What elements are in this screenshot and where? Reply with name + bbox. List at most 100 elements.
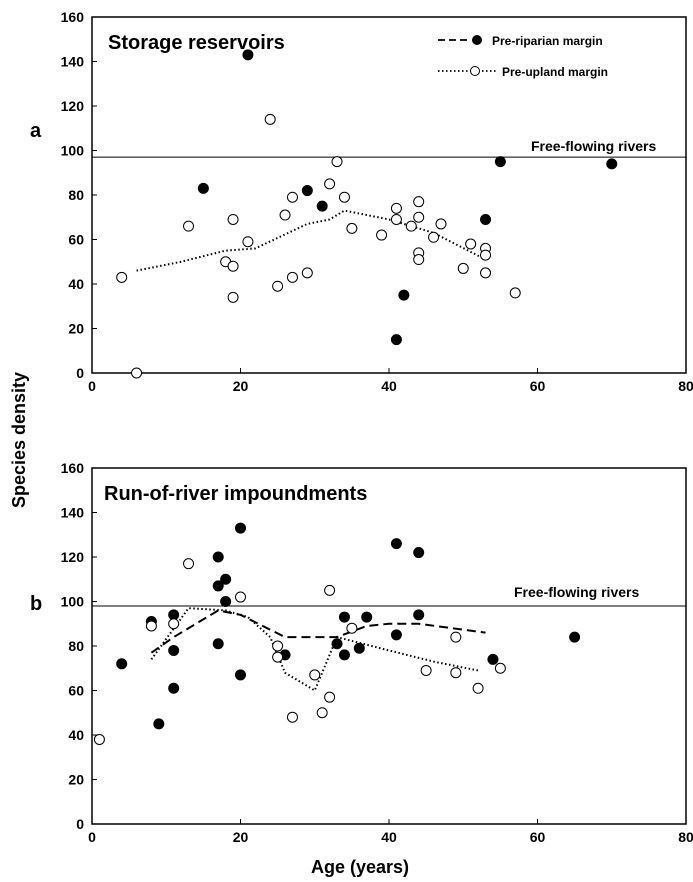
y-tick-label: 0 <box>76 816 84 832</box>
upland-point <box>450 667 462 679</box>
x-tick-label: 60 <box>530 829 546 845</box>
y-tick-label: 40 <box>68 276 84 292</box>
x-tick-label: 80 <box>678 378 693 394</box>
riparian-point <box>390 629 402 641</box>
upland-point <box>316 707 328 719</box>
upland-point <box>227 213 239 225</box>
upland-point <box>346 622 358 634</box>
upland-point <box>331 156 343 168</box>
riparian-point <box>153 718 165 730</box>
upland-point <box>494 662 506 674</box>
upland-point <box>93 733 105 745</box>
upland-point <box>413 196 425 208</box>
trend-lines-a <box>136 209 486 272</box>
upland-point <box>509 287 521 299</box>
x-tick-labels-b: 0 20 40 60 80 <box>88 819 693 845</box>
riparian-point <box>390 538 402 550</box>
legend-marker-riparian <box>472 35 482 45</box>
y-tick-label: 20 <box>68 321 84 337</box>
upland-point <box>457 262 469 274</box>
upland-point <box>465 238 477 250</box>
y-tick-label: 120 <box>61 98 85 114</box>
riparian-point <box>235 522 246 534</box>
upland-point <box>286 271 298 283</box>
riparian-point <box>316 200 328 212</box>
upland-point <box>450 631 462 643</box>
upland-point <box>272 640 284 652</box>
x-tick-label: 60 <box>530 378 546 394</box>
plot-frame-b <box>91 467 687 825</box>
riparian-point <box>168 644 180 656</box>
y-tick-label: 120 <box>61 549 85 565</box>
upland-point <box>131 367 143 379</box>
upland-point <box>338 191 350 203</box>
panel-label-a: a <box>30 120 42 142</box>
riparian-point <box>606 158 618 170</box>
x-tick-label: 40 <box>381 378 397 394</box>
y-axis-label: Species density <box>9 372 29 508</box>
riparian-point <box>398 289 410 301</box>
upland-point <box>227 260 239 272</box>
riparian-point <box>212 638 224 650</box>
data-points-a <box>116 49 618 379</box>
riparian-point <box>413 609 425 621</box>
upland-point <box>286 191 298 203</box>
x-tick-label: 80 <box>678 829 693 845</box>
riparian-point <box>353 642 365 654</box>
panel-label-b: b <box>30 593 42 615</box>
y-tick-label: 20 <box>68 772 84 788</box>
panel-title-a: Storage reservoirs <box>108 32 285 54</box>
panel-title-b: Run-of-river impoundments <box>104 483 367 505</box>
x-axis-label: Age (years) <box>311 857 409 877</box>
legend-label-riparian: Pre-riparian margin <box>492 34 603 48</box>
panel-a: a Storage reservoirs Free-flowing rivers… <box>30 9 693 394</box>
upland-point <box>324 178 336 190</box>
y-tick-label: 140 <box>61 505 85 521</box>
riparian-point <box>338 649 350 661</box>
upland-point <box>346 222 358 234</box>
legend-marker-upland <box>470 66 480 76</box>
riparian-point <box>235 669 246 681</box>
upland-point <box>235 591 246 603</box>
upland-point <box>390 202 402 214</box>
upland-point <box>376 229 388 241</box>
riparian-trend-line <box>150 609 486 654</box>
upland-point <box>183 220 195 232</box>
riparian-point <box>168 682 180 694</box>
upland-point <box>309 669 321 681</box>
y-tick-label: 100 <box>61 594 85 610</box>
y-tick-label: 80 <box>68 638 84 654</box>
upland-point <box>428 231 440 243</box>
x-tick-label: 40 <box>381 829 397 845</box>
x-tick-label: 0 <box>88 829 96 845</box>
riparian-point <box>413 547 425 559</box>
upland-point <box>413 211 425 223</box>
riparian-point <box>361 611 373 623</box>
legend-label-upland: Pre-upland margin <box>502 65 608 79</box>
upland-point <box>413 254 425 266</box>
upland-point <box>272 651 284 663</box>
data-points-b <box>93 522 581 745</box>
upland-point <box>435 218 447 230</box>
upland-point <box>480 267 492 279</box>
y-tick-label: 0 <box>76 365 84 381</box>
upland-point <box>405 220 417 232</box>
upland-point <box>324 584 336 596</box>
upland-point <box>272 280 284 292</box>
upland-point <box>472 682 484 694</box>
riparian-point <box>301 185 313 197</box>
upland-point <box>324 691 336 703</box>
riparian-point <box>220 573 232 585</box>
y-tick-label: 60 <box>68 683 84 699</box>
upland-point <box>390 213 402 225</box>
riparian-point <box>220 596 232 607</box>
y-tick-label: 100 <box>61 143 85 159</box>
reference-label-b: Free-flowing rivers <box>514 584 639 600</box>
y-tick-labels-b: 0 20 40 60 80 100 120 140 160 <box>61 460 97 832</box>
riparian-point <box>569 631 581 643</box>
upland-point <box>480 249 492 261</box>
x-tick-labels-a: 0 20 40 60 80 <box>88 368 693 394</box>
upland-point <box>145 620 157 632</box>
panel-b: b Run-of-river impoundments Free-flowing… <box>30 460 693 845</box>
